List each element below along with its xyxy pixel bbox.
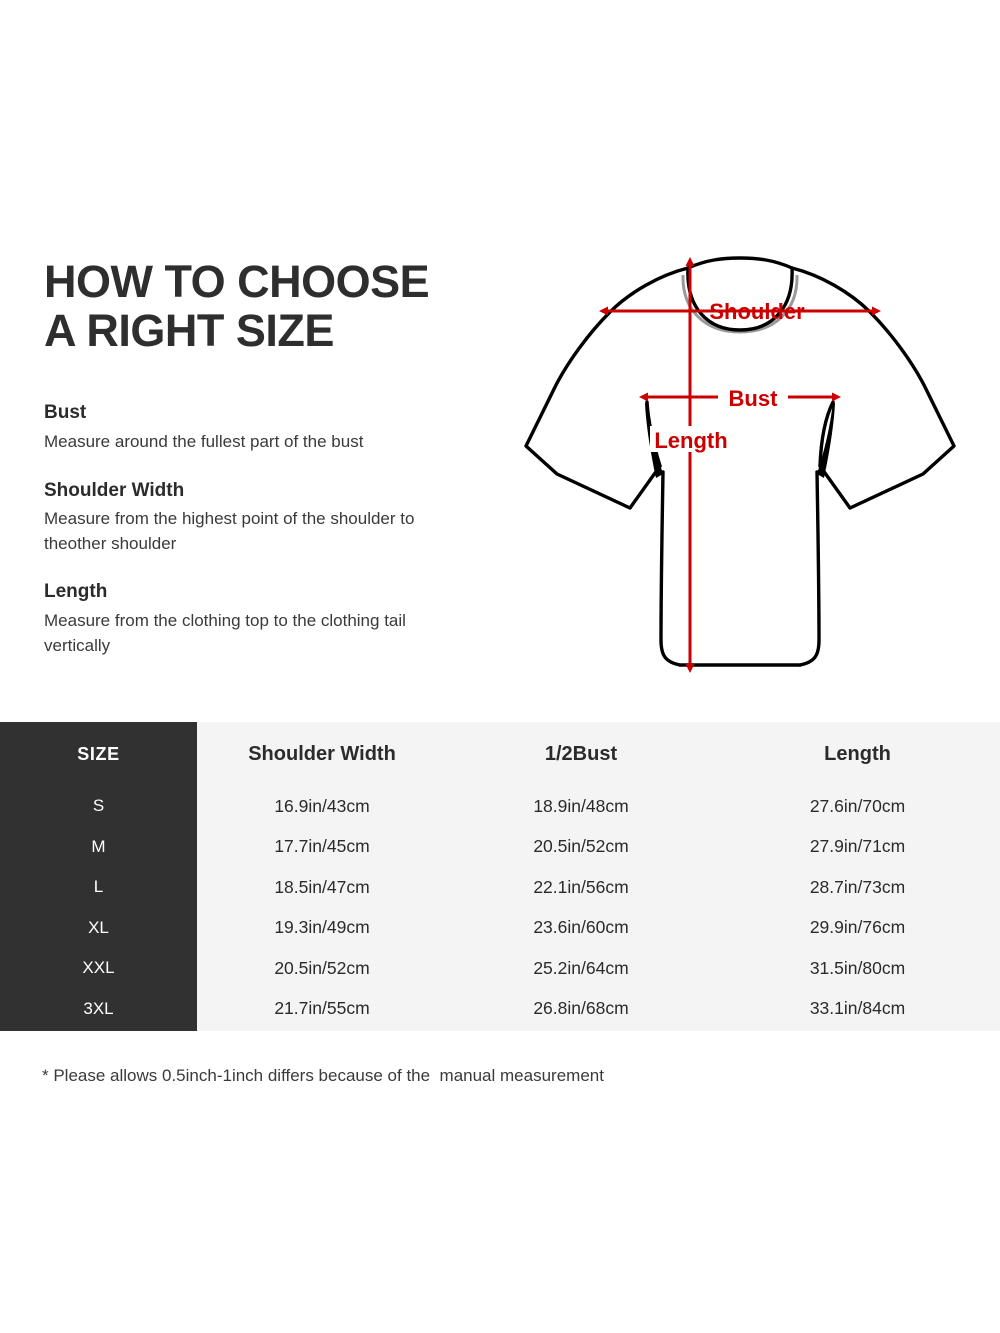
cell-size: XXL — [82, 958, 115, 978]
table-header-row: SIZE Shoulder Width 1/2Bust Length — [0, 722, 1000, 786]
cell-shoulder-width: 18.5in/47cm — [274, 876, 370, 897]
shoulder-label: Shoulder — [709, 299, 805, 324]
measurement-shoulder-width-term: Shoulder Width — [44, 479, 185, 501]
page-title: HOW TO CHOOSE A RIGHT SIZE — [44, 256, 484, 356]
cell-shoulder-width: 21.7in/55cm — [274, 998, 370, 1019]
table-row: S 16.9in/43cm 18.9in/48cm 27.6in/70cm — [0, 786, 1000, 827]
column-header-half-bust: 1/2Bust — [544, 742, 618, 765]
cell-length: 27.6in/70cm — [809, 795, 906, 816]
measurement-shoulder-width: Shoulder Width Measure from the highest … — [44, 479, 484, 557]
column-header-length: Length — [824, 742, 891, 765]
column-header-shoulder-width: Shoulder Width — [248, 742, 396, 765]
cell-half-bust: 23.6in/60cm — [533, 917, 629, 938]
cell-length: 33.1in/84cm — [809, 998, 906, 1019]
bust-label: Bust — [718, 383, 788, 411]
cell-size: M — [91, 836, 106, 856]
cell-length: 27.9in/71cm — [809, 836, 906, 857]
table-row: 3XL 21.7in/55cm 26.8in/68cm 33.1in/84cm — [0, 989, 1000, 1030]
cell-shoulder-width: 17.7in/45cm — [274, 836, 370, 857]
table-row: L 18.5in/47cm 22.1in/56cm 28.7in/73cm — [0, 867, 1000, 908]
table-row: XL 19.3in/49cm 23.6in/60cm 29.9in/76cm — [0, 908, 1000, 949]
cell-shoulder-width: 19.3in/49cm — [274, 917, 370, 938]
bust-label-text: Bust — [729, 386, 779, 411]
page-title-line-1: HOW TO CHOOSE — [44, 256, 430, 307]
column-header-size: SIZE — [77, 743, 120, 764]
cell-half-bust: 26.8in/68cm — [533, 998, 629, 1019]
measurement-bust: Bust Measure around the fullest part of … — [44, 401, 484, 454]
cell-length: 28.7in/73cm — [809, 876, 906, 897]
cell-length: 29.9in/76cm — [809, 917, 906, 938]
measurement-length-term: Length — [44, 581, 108, 603]
cell-half-bust: 18.9in/48cm — [533, 795, 629, 816]
cell-size: XL — [88, 917, 109, 937]
cell-size: 3XL — [83, 998, 114, 1018]
size-guide-info: HOW TO CHOOSE A RIGHT SIZE Bust Measure … — [44, 256, 484, 658]
measurement-shoulder-width-description: Measure from the highest point of the sh… — [44, 509, 415, 553]
measurement-bust-description: Measure around the fullest part of the b… — [44, 431, 364, 451]
measurement-length: Length Measure from the clothing top to … — [44, 580, 484, 658]
cell-half-bust: 20.5in/52cm — [533, 836, 629, 857]
size-chart-table: SIZE Shoulder Width 1/2Bust Length S 16.… — [0, 722, 1000, 1031]
size-column-background — [0, 722, 197, 1031]
measurement-length-description: Measure from the clothing top to the clo… — [44, 611, 406, 655]
cell-size: S — [92, 796, 105, 816]
measurement-disclaimer: * Please allows 0.5inch-1inch differs be… — [42, 1066, 604, 1085]
tshirt-measurement-diagram: Shoulder Bust Length — [500, 250, 980, 700]
cell-half-bust: 25.2in/64cm — [533, 957, 629, 978]
tshirt-outline — [524, 256, 956, 667]
measurement-bust-term: Bust — [44, 402, 87, 424]
length-label: Length — [650, 426, 732, 453]
table-row: XXL 20.5in/52cm 25.2in/64cm 31.5in/80cm — [0, 948, 1000, 989]
length-label-text: Length — [654, 428, 727, 453]
cell-shoulder-width: 20.5in/52cm — [274, 957, 370, 978]
cell-half-bust: 22.1in/56cm — [533, 876, 629, 897]
cell-length: 31.5in/80cm — [809, 957, 906, 978]
cell-shoulder-width: 16.9in/43cm — [274, 795, 370, 816]
page-title-line-2: A RIGHT SIZE — [44, 304, 334, 356]
tshirt-armpit-shading — [645, 402, 835, 478]
cell-size: L — [93, 877, 104, 897]
table-row: M 17.7in/45cm 20.5in/52cm 27.9in/71cm — [0, 827, 1000, 868]
shoulder-label-text: Shoulder — [709, 299, 805, 324]
